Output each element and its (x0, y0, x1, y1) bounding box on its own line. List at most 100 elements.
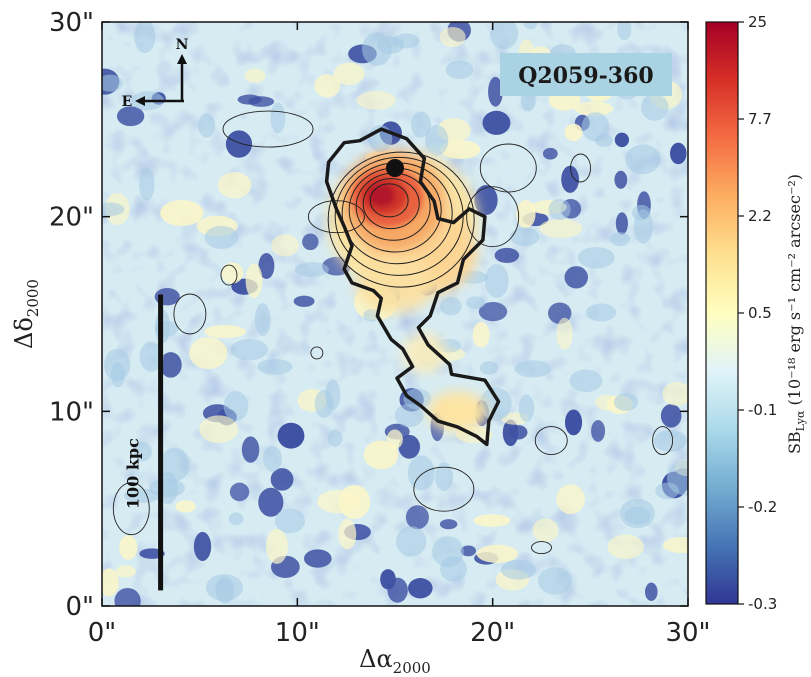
noise-blob-negative (614, 132, 630, 148)
noise-blob-positive (175, 500, 196, 513)
compass-north-label: N (176, 37, 189, 53)
noise-blob-mid (490, 22, 519, 50)
noise-blob-positive (532, 518, 559, 542)
noise-blob-negative (474, 185, 498, 215)
noise-blob-negative (478, 302, 508, 322)
outer-contour-thick (324, 127, 501, 447)
x-tick-label: 0" (88, 618, 117, 648)
noise-blob-negative (542, 147, 558, 160)
noise-blob-mid (134, 22, 156, 54)
noise-blob-negative (591, 420, 606, 442)
noise-blob-negative (229, 482, 250, 502)
noise-blob-mid (102, 74, 123, 92)
colorbar-title: SBLyα (10⁻¹⁸ erg s⁻¹ cm⁻² arcsec⁻²) (785, 174, 807, 454)
noise-blob-positive (199, 415, 239, 444)
noise-blob-positive (119, 535, 138, 560)
contour-faint (466, 186, 520, 248)
y-axis-ticks: 0" 10" 20" 30" (49, 8, 688, 622)
contour-level (327, 151, 475, 288)
contour-faint (570, 153, 592, 183)
quasar-marker (386, 159, 404, 177)
noise-blob-mid (228, 512, 244, 526)
noise-blob-mid (594, 133, 613, 147)
noise-blob-negative (460, 545, 477, 557)
contour-faint (534, 426, 568, 455)
x-axis-ticks: 0" 10" 20" 30" (88, 22, 711, 648)
contour-faint (173, 293, 207, 335)
noise-blob-mid (270, 102, 286, 134)
noise-blob-mid (325, 379, 341, 410)
noise-blob-negative (615, 212, 628, 235)
noise-blob-mid (500, 559, 537, 580)
noise-blob-negative (114, 587, 141, 606)
noise-blob-positive (662, 536, 688, 554)
noise-blob-mid (610, 232, 630, 247)
colorbar-ticks: 25 7.7 2.2 0.5 -0.1 -0.2 -0.3 (738, 13, 777, 613)
noise-blob-positive (338, 484, 371, 519)
noise-blob-negative (502, 419, 519, 447)
noise-blob-positive (439, 26, 466, 48)
noise-blob-positive (363, 440, 399, 470)
emission-core-region (367, 183, 396, 208)
emission-region (402, 332, 447, 373)
noise-blob-positive (189, 337, 228, 370)
contour-faint (652, 426, 674, 455)
y-tick-label: 0" (65, 592, 94, 622)
noise-blob-positive (221, 262, 244, 284)
noise-blob-positive (440, 140, 481, 159)
noise-blob-negative (270, 468, 294, 491)
noise-blob-positive (115, 565, 137, 578)
noise-blob-mid (294, 262, 329, 277)
x-tick-label: 20" (470, 618, 515, 648)
noise-blob-mid (223, 391, 249, 421)
noise-blob-mid (230, 339, 269, 361)
y-axis-title: Δδ2000 (10, 279, 42, 349)
noise-blob-positive (265, 528, 288, 564)
contour-faint (531, 541, 552, 555)
noise-blob-negative (439, 519, 458, 530)
noise-blob-positive (516, 200, 536, 229)
noise-blob-positive (160, 199, 204, 226)
contour-faint (479, 143, 537, 193)
noise-blob-mid (198, 113, 215, 138)
noise-blob-negative (670, 142, 687, 165)
image-field: 100 kpc N E Q2059-360 (102, 22, 688, 606)
x-axis-title: Δα2000 (359, 645, 431, 677)
contour-faint (222, 110, 314, 148)
noise-blob-negative (564, 266, 589, 289)
noise-blob-mid (523, 22, 538, 30)
noise-blob-positive (574, 101, 614, 116)
noise-blob-positive (217, 172, 252, 199)
noise-blob-mid (392, 33, 420, 49)
object-label: Q2059-360 (518, 63, 653, 89)
noise-blob-positive (473, 514, 511, 527)
noise-blob-mid (257, 358, 293, 375)
noise-blob-mid (204, 225, 239, 250)
noise-blob-positive (386, 429, 403, 449)
noise-blob-mid (394, 403, 424, 428)
noise-blob-negative (398, 434, 421, 459)
colorbar-tick-label: -0.1 (748, 401, 777, 419)
noise-blob-negative (116, 106, 145, 127)
noise-blob-mid (625, 144, 661, 175)
noise-blob-negative (405, 505, 429, 530)
plot-frame (101, 21, 689, 607)
emission-region (355, 256, 435, 313)
noise-blob-mid (425, 124, 449, 156)
noise-blob-positive (356, 91, 396, 110)
north-arrow-icon (177, 54, 187, 64)
y-tick-label: 10" (49, 397, 94, 427)
noise-blob-mid (440, 296, 462, 316)
noise-blob-negative (258, 252, 275, 280)
noise-blob-mid (432, 536, 464, 568)
noise-blob-negative (561, 165, 580, 193)
noise-blob-positive (662, 381, 688, 406)
colorbar-tick-label: 25 (748, 13, 767, 31)
noise-blob-positive (472, 321, 490, 348)
contour-faint (413, 466, 475, 512)
contour-level (362, 178, 420, 230)
noise-blob-negative (302, 233, 319, 251)
noise-blob-positive (244, 68, 266, 83)
noise-blob-mid (445, 60, 474, 80)
noise-blob-positive (271, 234, 300, 257)
